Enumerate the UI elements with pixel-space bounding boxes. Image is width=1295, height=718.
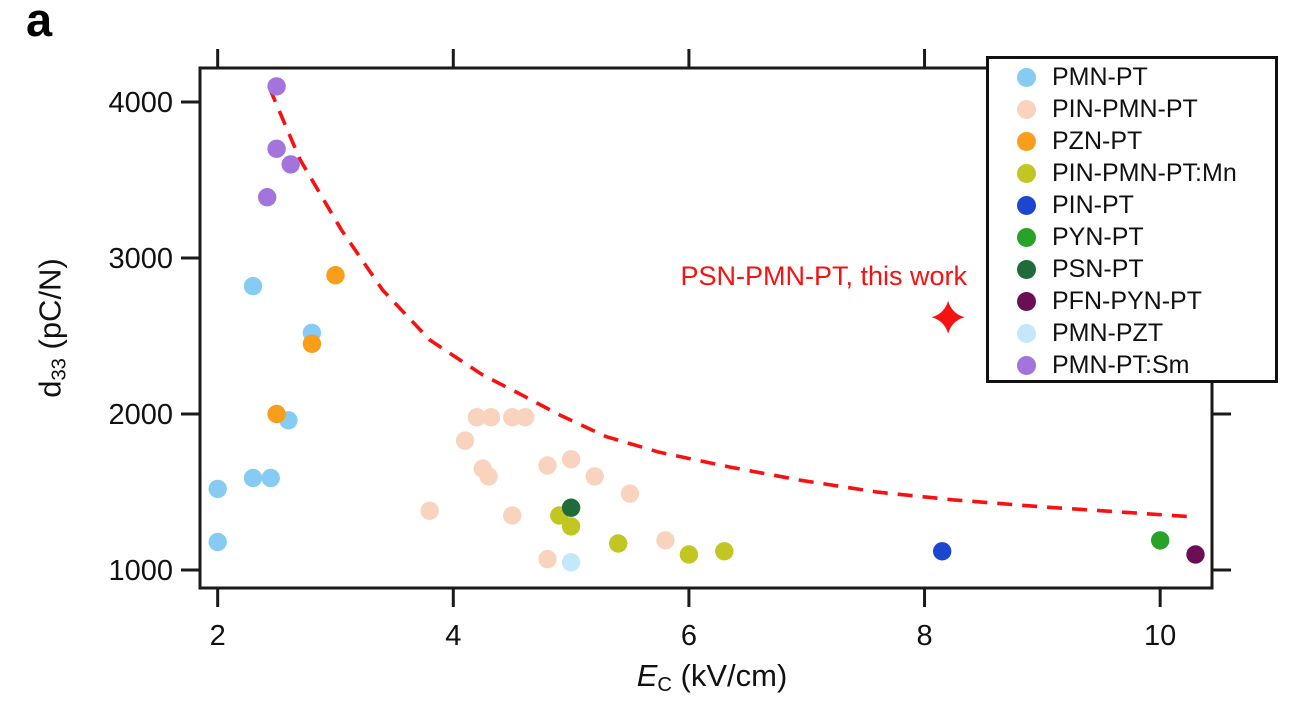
legend-label-pin-pt: PIN-PT <box>1052 190 1134 219</box>
legend-label-pmn-pzt: PMN-PZT <box>1052 318 1164 347</box>
highlight-star-marker <box>931 300 965 334</box>
legend-label-pin-pmn-pt: PIN-PMN-PT <box>1052 94 1198 123</box>
data-point-pin-pmn-pt <box>656 531 675 550</box>
x-axis-tick-label: 8 <box>916 620 932 652</box>
legend-marker-pfn-pyn-pt <box>1017 291 1036 311</box>
legend-marker-pzn-pt <box>1017 131 1036 151</box>
data-point-pmn-pt <box>261 468 280 488</box>
legend-item-pin-pmn-pt-mn: PIN-PMN-PT:Mn <box>989 157 1275 189</box>
legend-label-pin-pmn-pt-mn: PIN-PMN-PT:Mn <box>1052 158 1237 187</box>
data-point-pin-pmn-pt <box>455 431 475 450</box>
data-point-pin-pmn-pt <box>516 408 535 427</box>
x-axis-subscript: C <box>657 674 672 697</box>
legend-item-pin-pmn-pt: PIN-PMN-PT <box>989 93 1275 125</box>
data-point-pmn-pt-sm <box>267 77 286 96</box>
data-point-pmn-pt-sm <box>281 155 300 174</box>
legend: PMN-PT PIN-PMN-PT PZN-PT PIN-PMN-PT:Mn PIN-P… <box>986 56 1278 383</box>
legend-item-pyn-pt: PYN-PT <box>989 221 1275 253</box>
data-point-psn-pt <box>561 498 581 517</box>
x-axis-title: EC (kV/cm) <box>637 658 788 697</box>
legend-label-pyn-pt: PYN-PT <box>1052 222 1144 251</box>
legend-marker-pin-pmn-pt <box>1017 99 1036 119</box>
y-axis-tick-label: 1000 <box>108 555 173 587</box>
x-axis-symbol: E <box>636 658 658 693</box>
legend-marker-pin-pt <box>1017 195 1036 215</box>
y-axis-unit: (pC/N) <box>32 258 68 359</box>
legend-label-pzn-pt: PZN-PT <box>1052 126 1143 155</box>
legend-item-pfn-pyn-pt: PFN-PYN-PT <box>989 285 1275 317</box>
data-point-pin-pmn-pt-mn <box>715 542 734 561</box>
data-point-pin-pmn-pt <box>503 506 522 525</box>
data-point-pzn-pt <box>267 404 286 424</box>
trend-dashed-line <box>267 87 1196 519</box>
legend-marker-pmn-pzt <box>1017 323 1036 343</box>
x-axis-tick-label: 10 <box>1144 620 1176 652</box>
data-point-pmn-pzt <box>561 553 581 572</box>
data-point-pin-pmn-pt <box>620 484 640 503</box>
y-axis-tick-label: 2000 <box>108 399 173 431</box>
data-point-pin-pt <box>933 542 952 561</box>
legend-label-pmn-pt: PMN-PT <box>1052 62 1148 91</box>
legend-marker-psn-pt <box>1017 259 1036 279</box>
legend-item-pmn-pt-sm: PMN-PT:Sm <box>989 349 1275 381</box>
x-axis-unit: (kV/cm) <box>671 658 788 693</box>
legend-label-pmn-pt-sm: PMN-PT:Sm <box>1052 350 1190 379</box>
data-point-pmn-pt <box>208 532 227 552</box>
data-point-pmn-pt-sm <box>258 188 277 207</box>
data-point-pmn-pt <box>243 468 263 488</box>
data-point-pin-pmn-pt-mn <box>561 517 581 536</box>
data-point-pin-pmn-pt <box>538 456 557 475</box>
y-axis-tick-label: 4000 <box>108 87 173 119</box>
legend-item-pin-pt: PIN-PT <box>989 189 1275 221</box>
data-point-pin-pmn-pt <box>479 467 498 486</box>
data-point-pin-pmn-pt <box>420 501 439 520</box>
data-point-pin-pmn-pt <box>481 408 501 427</box>
data-point-pmn-pt <box>243 276 263 296</box>
legend-item-psn-pt: PSN-PT <box>989 253 1275 285</box>
data-point-pzn-pt <box>326 266 345 285</box>
data-point-pin-pmn-pt-mn <box>609 534 628 553</box>
legend-marker-pmn-pt <box>1017 67 1036 87</box>
legend-label-psn-pt: PSN-PT <box>1052 254 1144 283</box>
x-axis-tick-label: 6 <box>681 620 697 652</box>
x-axis-tick-label: 4 <box>445 620 461 652</box>
data-point-pin-pmn-pt <box>467 408 487 427</box>
x-axis-tick-label: 2 <box>210 620 226 652</box>
y-axis-subscript: 33 <box>48 358 71 381</box>
y-axis-symbol: d <box>32 380 68 398</box>
highlight-annotation: PSN-PMN-PT, this work <box>680 261 967 291</box>
data-point-pzn-pt <box>302 334 322 353</box>
data-point-pfn-pyn-pt <box>1186 545 1205 564</box>
legend-item-pmn-pt: PMN-PT <box>989 61 1275 93</box>
legend-marker-pmn-pt-sm <box>1017 355 1036 375</box>
data-point-pin-pmn-pt <box>538 549 557 569</box>
y-axis-title: d33 (pC/N) <box>32 258 71 398</box>
panel-label: a <box>26 0 53 46</box>
data-point-pmn-pt <box>208 479 227 499</box>
y-axis-tick-label: 3000 <box>108 243 173 275</box>
legend-marker-pyn-pt <box>1017 227 1036 247</box>
legend-item-pmn-pzt: PMN-PZT <box>989 317 1275 349</box>
data-point-pin-pmn-pt <box>585 467 604 486</box>
legend-item-pzn-pt: PZN-PT <box>989 125 1275 157</box>
legend-marker-pin-pmn-pt-mn <box>1017 163 1036 183</box>
data-point-pin-pmn-pt <box>561 450 581 469</box>
data-point-pyn-pt <box>1151 531 1170 550</box>
data-point-pmn-pt-sm <box>267 139 286 158</box>
legend-label-pfn-pyn-pt: PFN-PYN-PT <box>1052 286 1202 315</box>
data-point-pin-pmn-pt <box>503 408 522 427</box>
data-point-pin-pmn-pt-mn <box>679 545 699 564</box>
